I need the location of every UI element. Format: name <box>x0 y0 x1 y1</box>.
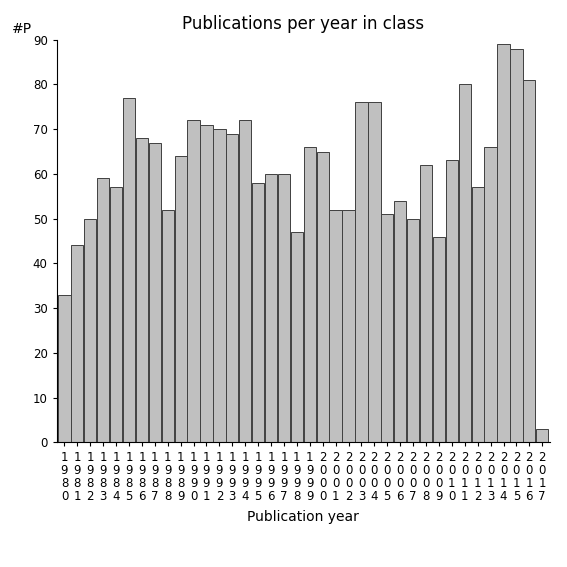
Bar <box>356 102 367 442</box>
Bar <box>433 236 445 442</box>
Bar <box>459 84 471 442</box>
Bar <box>97 179 109 442</box>
Text: #P: #P <box>12 22 32 36</box>
Title: Publications per year in class: Publications per year in class <box>182 15 425 32</box>
Bar <box>316 151 329 442</box>
Bar <box>510 49 523 442</box>
Bar <box>162 210 174 442</box>
Bar <box>278 174 290 442</box>
Bar <box>446 160 458 442</box>
Bar <box>523 80 535 442</box>
Bar <box>536 429 548 442</box>
Bar <box>110 187 122 442</box>
Bar <box>497 44 510 442</box>
Bar <box>381 214 393 442</box>
Bar <box>226 134 239 442</box>
Bar <box>368 102 380 442</box>
Bar <box>175 156 187 442</box>
Bar <box>265 174 277 442</box>
Bar <box>149 142 161 442</box>
Bar <box>304 147 316 442</box>
Bar <box>58 295 70 442</box>
Bar <box>188 120 200 442</box>
Bar <box>291 232 303 442</box>
Bar <box>407 219 419 442</box>
Bar <box>472 187 484 442</box>
X-axis label: Publication year: Publication year <box>247 510 359 524</box>
Bar <box>84 219 96 442</box>
Bar <box>239 120 251 442</box>
Bar <box>394 201 407 442</box>
Bar <box>123 98 135 442</box>
Bar <box>136 138 148 442</box>
Bar <box>329 210 342 442</box>
Bar <box>420 165 432 442</box>
Bar <box>213 129 226 442</box>
Bar <box>71 246 83 442</box>
Bar <box>484 147 497 442</box>
Bar <box>200 125 213 442</box>
Bar <box>252 183 264 442</box>
Bar <box>342 210 355 442</box>
